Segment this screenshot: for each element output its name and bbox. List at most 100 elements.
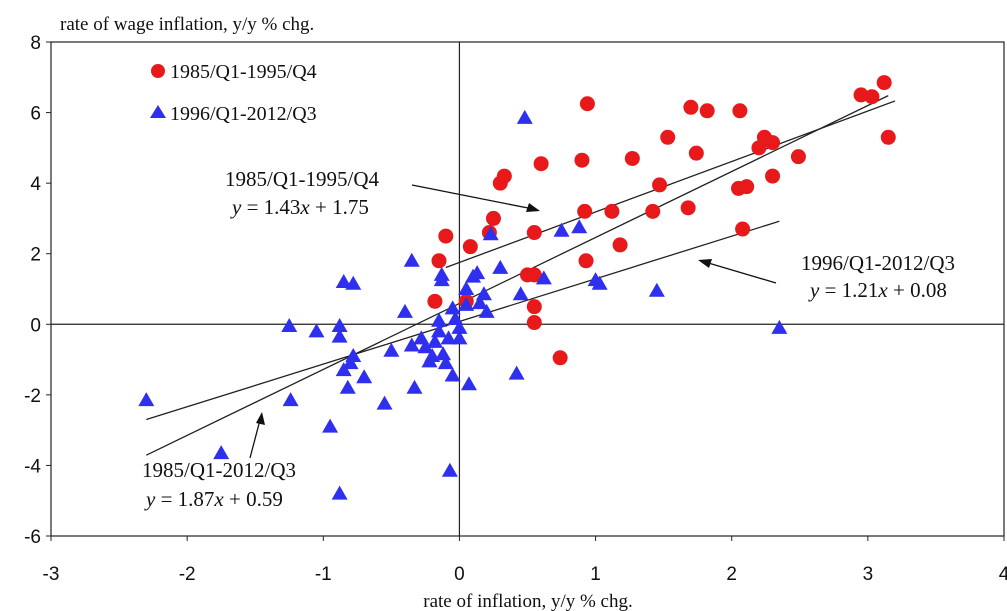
data-point-triangle — [771, 319, 788, 334]
data-point-triangle — [431, 323, 448, 338]
legend-marker-circle — [151, 64, 165, 78]
data-point-triangle — [435, 346, 452, 361]
data-point-circle — [880, 129, 896, 145]
data-point-triangle — [458, 296, 475, 311]
data-point-triangle — [437, 355, 454, 370]
x-tick-label: 3 — [863, 564, 874, 585]
legend-marker-triangle — [150, 105, 166, 118]
data-point-triangle — [345, 275, 362, 290]
data-point-triangle — [553, 222, 570, 237]
data-point-triangle — [396, 303, 413, 318]
fit-line-3 — [146, 95, 889, 456]
data-point-circle — [578, 253, 594, 269]
data-point-circle — [699, 103, 715, 119]
x-axis-title: rate of inflation, y/y % chg. — [423, 591, 632, 611]
annotation-1985-2012: 1985/Q1-2012/Q3 y = 1.87x + 0.59 — [142, 412, 296, 511]
data-point-triangle — [383, 342, 400, 357]
data-point-circle — [765, 168, 781, 184]
annotation-3-label: 1985/Q1-2012/Q3 — [142, 458, 296, 482]
x-tick-label: 4 — [999, 564, 1007, 585]
y-tick-label: -2 — [24, 386, 41, 407]
data-point-triangle — [331, 328, 348, 343]
data-point-triangle — [535, 270, 552, 285]
x-tick-label: 2 — [726, 564, 737, 585]
x-tick-label: -3 — [43, 564, 60, 585]
data-point-triangle — [492, 259, 509, 274]
data-point-circle — [533, 156, 549, 172]
data-point-triangle — [331, 485, 348, 500]
annotation-1985-1995: 1985/Q1-1995/Q4 y = 1.43x + 1.75 — [225, 167, 540, 219]
data-point-circle — [427, 293, 443, 309]
y-tick-label: 4 — [30, 174, 41, 195]
fit-line-2 — [146, 220, 780, 421]
annotation-3-arrow — [249, 419, 261, 459]
x-tick-label: -2 — [179, 564, 196, 585]
data-point-triangle — [331, 318, 348, 333]
data-point-circle — [680, 200, 696, 216]
data-point-triangle — [451, 319, 468, 334]
data-point-circle — [485, 210, 501, 226]
data-point-circle — [438, 228, 454, 244]
annotation-2-label: 1996/Q1-2012/Q3 — [801, 251, 955, 275]
data-point-triangle — [478, 303, 495, 318]
legend-label-series-1: 1985/Q1-1995/Q4 — [170, 61, 317, 83]
data-point-triangle — [444, 367, 461, 382]
annotation-1-arrowhead — [526, 203, 540, 212]
data-point-triangle — [441, 462, 458, 477]
data-point-triangle — [426, 333, 443, 348]
data-point-triangle — [591, 275, 608, 290]
data-point-circle — [645, 203, 661, 219]
fit-line-1 — [445, 100, 896, 269]
data-point-circle — [765, 135, 781, 151]
y-tick-label: 8 — [30, 33, 41, 54]
data-point-triangle — [282, 392, 299, 407]
y-tick-label: 6 — [30, 104, 41, 125]
y-tick-label: -4 — [24, 456, 41, 477]
data-point-triangle — [458, 281, 475, 295]
data-point-circle — [526, 267, 542, 283]
annotation-2-arrowhead — [698, 259, 712, 268]
data-point-triangle — [516, 109, 533, 124]
data-point-circle — [462, 239, 478, 255]
data-point-circle — [604, 203, 620, 219]
data-point-circle — [579, 96, 595, 112]
y-tick-label: -6 — [24, 527, 41, 548]
plot-area-frame — [50, 41, 1005, 537]
annotation-2-equation: y = 1.21x + 0.08 — [808, 278, 947, 302]
data-point-circle — [876, 75, 892, 91]
data-point-circle — [864, 89, 880, 105]
legend-label-series-2: 1996/Q1-2012/Q3 — [170, 103, 317, 125]
data-point-triangle — [508, 365, 525, 380]
annotation-1-equation: y = 1.43x + 1.75 — [230, 195, 369, 219]
legend: 1985/Q1-1995/Q4 1996/Q1-2012/Q3 — [150, 61, 317, 125]
annotation-1996-2012: 1996/Q1-2012/Q3 y = 1.21x + 0.08 — [698, 251, 955, 302]
data-point-circle — [526, 315, 542, 331]
data-point-triangle — [460, 376, 477, 391]
annotation-2-arrow — [704, 261, 777, 284]
data-point-triangle — [433, 272, 450, 287]
data-point-triangle — [417, 339, 434, 354]
data-point-triangle — [342, 355, 359, 370]
data-point-triangle — [444, 300, 461, 315]
data-point-triangle — [376, 395, 393, 410]
data-point-triangle — [571, 219, 588, 234]
data-point-triangle — [431, 312, 448, 327]
data-point-circle — [790, 149, 806, 165]
y-tick-label: 2 — [30, 245, 41, 266]
annotation-3-arrowhead — [256, 412, 265, 425]
data-point-triangle — [308, 323, 325, 338]
data-point-circle — [660, 129, 676, 145]
data-point-circle — [552, 350, 568, 366]
data-point-triangle — [281, 318, 298, 333]
annotation-1-label: 1985/Q1-1995/Q4 — [225, 167, 379, 191]
data-point-triangle — [213, 445, 230, 460]
data-point-triangle — [475, 286, 492, 301]
data-point-triangle — [406, 379, 423, 394]
data-point-circle — [526, 299, 542, 315]
data-point-circle — [577, 203, 593, 219]
data-point-triangle — [356, 369, 373, 384]
data-point-triangle — [138, 392, 155, 407]
data-point-triangle — [512, 286, 529, 301]
data-point-circle — [739, 179, 755, 195]
